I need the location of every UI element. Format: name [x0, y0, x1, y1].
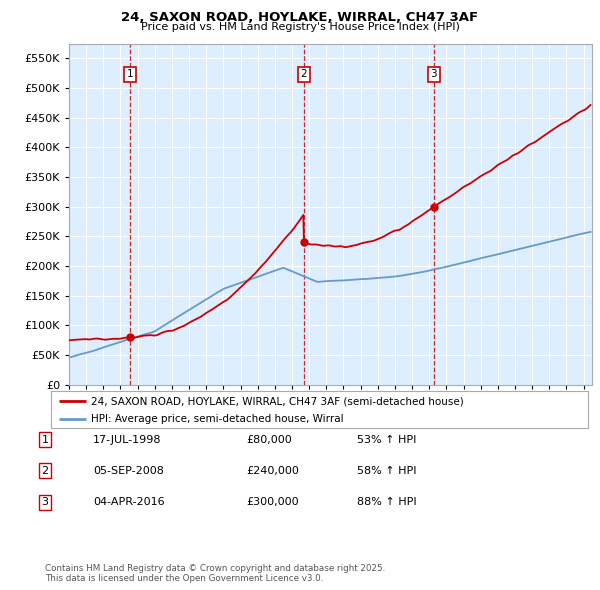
Text: 88% ↑ HPI: 88% ↑ HPI: [357, 497, 416, 507]
Text: HPI: Average price, semi-detached house, Wirral: HPI: Average price, semi-detached house,…: [91, 414, 344, 424]
Text: £300,000: £300,000: [246, 497, 299, 507]
Text: 2: 2: [301, 70, 307, 79]
Text: 24, SAXON ROAD, HOYLAKE, WIRRAL, CH47 3AF (semi-detached house): 24, SAXON ROAD, HOYLAKE, WIRRAL, CH47 3A…: [91, 396, 464, 406]
Text: 04-APR-2016: 04-APR-2016: [93, 497, 164, 507]
Text: 2: 2: [41, 466, 49, 476]
Text: Price paid vs. HM Land Registry's House Price Index (HPI): Price paid vs. HM Land Registry's House …: [140, 22, 460, 32]
Text: 1: 1: [127, 70, 133, 79]
Text: 05-SEP-2008: 05-SEP-2008: [93, 466, 164, 476]
Text: £240,000: £240,000: [246, 466, 299, 476]
Text: 3: 3: [41, 497, 49, 507]
Text: 53% ↑ HPI: 53% ↑ HPI: [357, 435, 416, 444]
Text: 3: 3: [430, 70, 437, 79]
Text: 58% ↑ HPI: 58% ↑ HPI: [357, 466, 416, 476]
Text: 17-JUL-1998: 17-JUL-1998: [93, 435, 161, 444]
Text: Contains HM Land Registry data © Crown copyright and database right 2025.
This d: Contains HM Land Registry data © Crown c…: [45, 563, 385, 583]
Text: 1: 1: [41, 435, 49, 444]
Text: 24, SAXON ROAD, HOYLAKE, WIRRAL, CH47 3AF: 24, SAXON ROAD, HOYLAKE, WIRRAL, CH47 3A…: [121, 11, 479, 24]
Text: £80,000: £80,000: [246, 435, 292, 444]
